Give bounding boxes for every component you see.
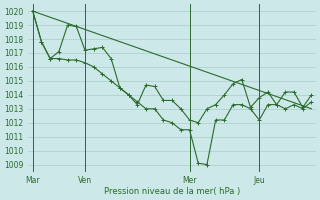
X-axis label: Pression niveau de la mer( hPa ): Pression niveau de la mer( hPa )	[104, 187, 240, 196]
